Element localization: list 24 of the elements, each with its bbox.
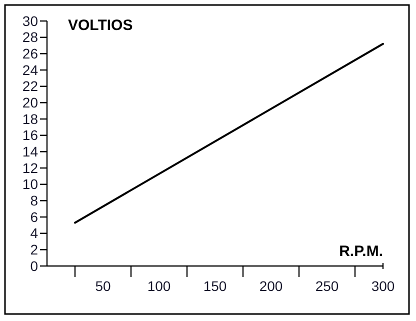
y-tick-label: 10 xyxy=(22,176,38,192)
x-tick-label: 100 xyxy=(147,278,171,294)
y-tick-label: 28 xyxy=(22,29,38,46)
y-tick-label: 16 xyxy=(22,127,38,144)
y-axis-title: VOLTIOS xyxy=(68,17,133,34)
y-tick-label: 24 xyxy=(22,62,38,78)
x-tick-label: 200 xyxy=(259,278,283,294)
y-tick-label: 12 xyxy=(22,160,38,176)
y-tick-label: 0 xyxy=(30,258,38,274)
y-tick-label: 6 xyxy=(30,208,38,225)
x-tick-label: 150 xyxy=(203,278,227,294)
y-tick-label: 14 xyxy=(22,144,38,160)
y-tick-label: 22 xyxy=(22,78,38,94)
y-tick-label: 18 xyxy=(22,110,38,127)
x-tick-label: 250 xyxy=(315,278,339,294)
x-tick-label: 300 xyxy=(371,278,395,294)
y-tick-label: 2 xyxy=(30,242,38,258)
y-tick-label: 26 xyxy=(22,46,38,62)
x-tick-label: 50 xyxy=(95,278,111,294)
y-tick-label: 30 xyxy=(22,12,38,29)
y-tick-label: 20 xyxy=(22,94,38,111)
x-axis-title: R.P.M. xyxy=(339,243,383,260)
y-tick-label: 4 xyxy=(30,225,38,242)
y-tick-label: 8 xyxy=(30,192,38,209)
